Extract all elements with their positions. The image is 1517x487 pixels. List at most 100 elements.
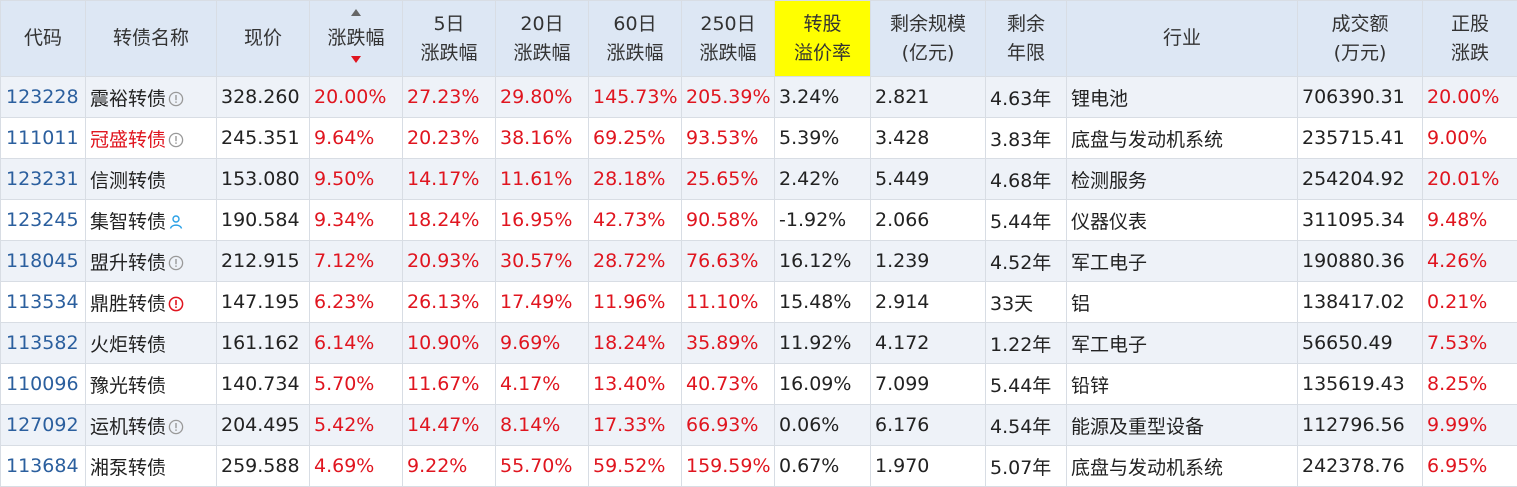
person-icon[interactable] bbox=[168, 213, 184, 229]
bond-name[interactable]: 火炬转债 bbox=[90, 333, 167, 356]
col-header-5d[interactable]: 5日 涨跌幅 bbox=[402, 0, 496, 77]
col-header-premium-l1: 转股 bbox=[803, 12, 842, 35]
cell-premium: 0.67% bbox=[774, 445, 871, 487]
cell-name[interactable]: 火炬转债 bbox=[85, 322, 217, 364]
col-header-stock-change[interactable]: 正股 涨跌 bbox=[1422, 0, 1517, 77]
cell-60d: 59.52% bbox=[588, 445, 682, 487]
cell-change: 9.50% bbox=[309, 158, 403, 200]
cell-250d: 159.59% bbox=[681, 445, 775, 487]
table-row[interactable]: 113534 鼎胜转债 147.195 6.23% 26.13% 17.49% 11.96%… bbox=[0, 281, 1517, 323]
bond-name[interactable]: 信测转债 bbox=[90, 169, 167, 192]
cell-stock-change: 9.99% bbox=[1422, 404, 1517, 446]
bond-name[interactable]: 运机转债 bbox=[90, 415, 167, 438]
sort-desc-icon[interactable] bbox=[351, 56, 361, 63]
warning-circle-icon[interactable] bbox=[168, 295, 184, 311]
bond-name[interactable]: 集智转债 bbox=[90, 210, 167, 233]
cell-stock-change: 0.21% bbox=[1422, 281, 1517, 323]
cell-20d: 4.17% bbox=[495, 363, 589, 405]
cell-price: 328.260 bbox=[216, 76, 310, 118]
table-row[interactable]: 127092 运机转债 204.495 5.42% 14.47% 8.14% 17.33% 6… bbox=[0, 404, 1517, 446]
info-circle-icon[interactable] bbox=[168, 90, 184, 106]
cell-20d: 11.61% bbox=[495, 158, 589, 200]
bond-name[interactable]: 盟升转债 bbox=[90, 251, 167, 274]
cell-20d: 55.70% bbox=[495, 445, 589, 487]
cell-name[interactable]: 湘泵转债 bbox=[85, 445, 217, 487]
table-row[interactable]: 113684 湘泵转债 259.588 4.69% 9.22% 55.70% 59.52% 1… bbox=[0, 445, 1517, 487]
cell-5d: 14.47% bbox=[402, 404, 496, 446]
col-header-industry[interactable]: 行业 bbox=[1066, 0, 1298, 77]
col-header-code[interactable]: 代码 bbox=[0, 0, 86, 77]
col-header-volume[interactable]: 成交额 (万元) bbox=[1297, 0, 1423, 77]
cell-volume: 235715.41 bbox=[1297, 117, 1423, 159]
info-circle-icon[interactable] bbox=[168, 418, 184, 434]
cell-name[interactable]: 冠盛转债 bbox=[85, 117, 217, 159]
table-row[interactable]: 123231 信测转债 153.080 9.50% 14.17% 11.61% 28.18%… bbox=[0, 158, 1517, 200]
cell-scale: 7.099 bbox=[870, 363, 986, 405]
cell-price: 259.588 bbox=[216, 445, 310, 487]
cell-stock-change: 7.53% bbox=[1422, 322, 1517, 364]
col-header-20d[interactable]: 20日 涨跌幅 bbox=[495, 0, 589, 77]
cell-name[interactable]: 盟升转债 bbox=[85, 240, 217, 282]
cell-term: 5.07年 bbox=[985, 445, 1067, 487]
table-row[interactable]: 123245 集智转债 190.584 9.34% 18.24% 16.95% 42.73%… bbox=[0, 199, 1517, 241]
col-header-stock-l2: 涨跌 bbox=[1450, 41, 1489, 64]
info-circle-icon[interactable] bbox=[168, 131, 184, 147]
cell-20d: 17.49% bbox=[495, 281, 589, 323]
cell-name[interactable]: 运机转债 bbox=[85, 404, 217, 446]
bond-name[interactable]: 震裕转债 bbox=[90, 87, 167, 110]
table-row[interactable]: 111011 冠盛转债 245.351 9.64% 20.23% 38.16% 69.25%… bbox=[0, 117, 1517, 159]
cell-term: 4.52年 bbox=[985, 240, 1067, 282]
cell-stock-change: 20.01% bbox=[1422, 158, 1517, 200]
cell-code[interactable]: 127092 bbox=[0, 404, 86, 446]
table-row[interactable]: 113582 火炬转债 161.162 6.14% 10.90% 9.69% 18.24% 3… bbox=[0, 322, 1517, 364]
sort-asc-icon[interactable] bbox=[351, 9, 361, 16]
cell-term: 5.44年 bbox=[985, 199, 1067, 241]
col-header-term[interactable]: 剩余 年限 bbox=[985, 0, 1067, 77]
cell-code[interactable]: 110096 bbox=[0, 363, 86, 405]
cell-volume: 112796.56 bbox=[1297, 404, 1423, 446]
cell-name[interactable]: 豫光转债 bbox=[85, 363, 217, 405]
col-header-scale[interactable]: 剩余规模 (亿元) bbox=[870, 0, 986, 77]
cell-name[interactable]: 震裕转债 bbox=[85, 76, 217, 118]
cell-price: 212.915 bbox=[216, 240, 310, 282]
cell-scale: 3.428 bbox=[870, 117, 986, 159]
col-header-volume-l1: 成交额 bbox=[1331, 12, 1389, 35]
cell-name[interactable]: 鼎胜转债 bbox=[85, 281, 217, 323]
cell-name[interactable]: 信测转债 bbox=[85, 158, 217, 200]
table-row[interactable]: 123228 震裕转债 328.260 20.00% 27.23% 29.80% 145.7… bbox=[0, 76, 1517, 118]
col-header-stock-l1: 正股 bbox=[1450, 12, 1489, 35]
cell-code[interactable]: 111011 bbox=[0, 117, 86, 159]
col-header-name[interactable]: 转债名称 bbox=[85, 0, 217, 77]
cell-scale: 4.172 bbox=[870, 322, 986, 364]
cell-name[interactable]: 集智转债 bbox=[85, 199, 217, 241]
cell-change: 6.14% bbox=[309, 322, 403, 364]
cell-code[interactable]: 123231 bbox=[0, 158, 86, 200]
cell-code[interactable]: 113534 bbox=[0, 281, 86, 323]
cell-premium: 16.09% bbox=[774, 363, 871, 405]
cell-term: 1.22年 bbox=[985, 322, 1067, 364]
cell-volume: 56650.49 bbox=[1297, 322, 1423, 364]
cell-code[interactable]: 118045 bbox=[0, 240, 86, 282]
col-header-premium[interactable]: 转股 溢价率 bbox=[774, 0, 871, 77]
table-row[interactable]: 118045 盟升转债 212.915 7.12% 20.93% 30.57% 28.72%… bbox=[0, 240, 1517, 282]
info-circle-icon[interactable] bbox=[168, 254, 184, 270]
cell-code[interactable]: 123228 bbox=[0, 76, 86, 118]
col-header-price[interactable]: 现价 bbox=[216, 0, 310, 77]
col-header-250d-l1: 250日 bbox=[700, 12, 756, 35]
cell-code[interactable]: 113582 bbox=[0, 322, 86, 364]
bond-name[interactable]: 湘泵转债 bbox=[90, 456, 167, 479]
cell-premium: 0.06% bbox=[774, 404, 871, 446]
cell-industry: 锂电池 bbox=[1066, 76, 1298, 118]
col-header-250d[interactable]: 250日 涨跌幅 bbox=[681, 0, 775, 77]
cell-code[interactable]: 123245 bbox=[0, 199, 86, 241]
bond-name[interactable]: 鼎胜转债 bbox=[90, 292, 167, 315]
cell-change: 20.00% bbox=[309, 76, 403, 118]
col-header-change[interactable]: 涨跌幅 bbox=[309, 0, 403, 77]
cell-code[interactable]: 113684 bbox=[0, 445, 86, 487]
table-row[interactable]: 110096 豫光转债 140.734 5.70% 11.67% 4.17% 13.40% 4… bbox=[0, 363, 1517, 405]
col-header-60d[interactable]: 60日 涨跌幅 bbox=[588, 0, 682, 77]
bond-name[interactable]: 豫光转债 bbox=[90, 374, 167, 397]
bond-name[interactable]: 冠盛转债 bbox=[90, 128, 167, 151]
cell-20d: 16.95% bbox=[495, 199, 589, 241]
header-row: 代码 转债名称 现价 涨跌幅 5日 涨跌幅 20日 涨跌幅 60日 涨跌幅 250日涨… bbox=[0, 0, 1517, 77]
